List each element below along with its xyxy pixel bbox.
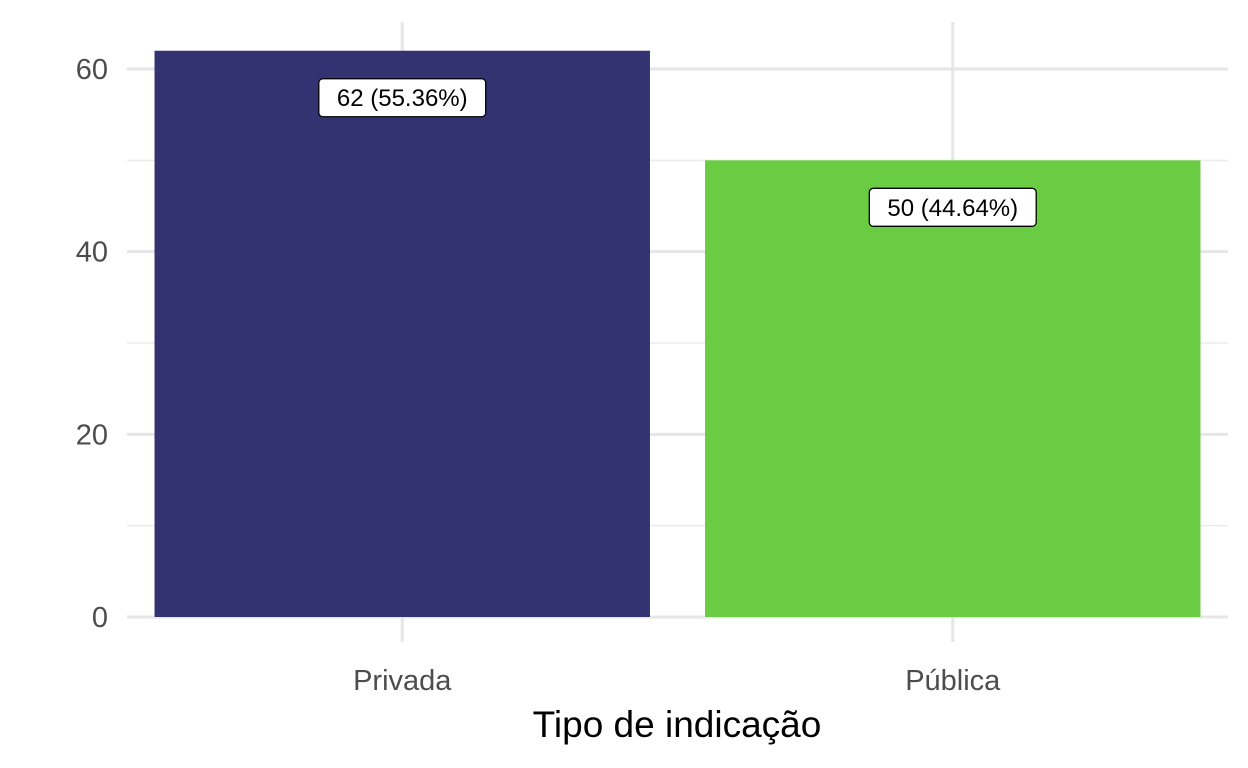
x-tick-label: Privada — [353, 665, 452, 697]
y-tick-label: 0 — [92, 602, 108, 634]
data-label: 50 (44.64%) — [887, 195, 1018, 222]
x-tick-label: Pública — [905, 665, 1001, 697]
data-label-box — [318, 78, 487, 118]
x-axis-ticks: Privada Pública — [353, 665, 1001, 697]
x-axis-title: Tipo de indicação — [533, 704, 822, 745]
data-label-box — [868, 187, 1037, 227]
y-tick-label: 20 — [76, 419, 108, 451]
y-tick-label: 40 — [76, 237, 108, 269]
bar-privada — [154, 50, 650, 617]
bar-pública — [705, 160, 1201, 618]
y-axis-ticks: 0 20 40 60 — [76, 54, 108, 634]
y-tick-label: 60 — [76, 54, 108, 86]
bars — [154, 50, 1201, 618]
data-labels: 62 (55.36%) 50 (44.64%) — [318, 78, 1037, 227]
data-label: 62 (55.36%) — [337, 85, 468, 112]
